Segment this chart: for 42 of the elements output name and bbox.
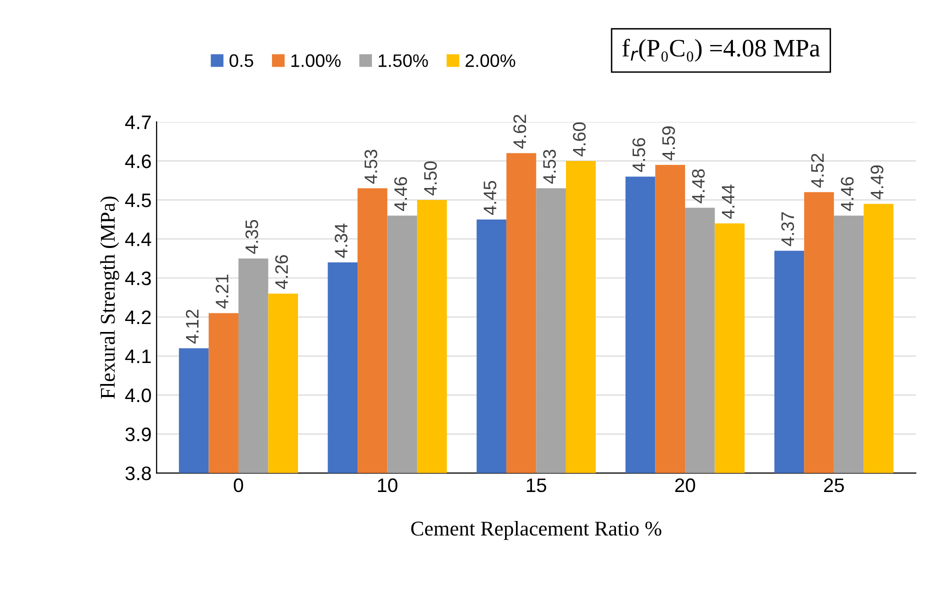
x-tick-label: 20 xyxy=(675,478,696,492)
y-tick-label: 4.2 xyxy=(125,310,151,324)
x-axis-title: Cement Replacement Ratio % xyxy=(411,521,662,540)
x-tick-label: 0 xyxy=(234,478,244,492)
data-label: 4.59 xyxy=(662,126,676,160)
text: f$_{r}$(P₀C₀) =4.08 MPa xyxy=(622,38,820,62)
legend-label: 1.50% xyxy=(378,54,428,68)
y-tick-label: 4.7 xyxy=(125,116,151,130)
data-label: 4.35 xyxy=(245,220,258,254)
legend-label: 0.5 xyxy=(230,54,254,68)
data-label: 4.60 xyxy=(572,122,586,156)
y-tick-label: 3.9 xyxy=(125,427,151,442)
data-label: 4.48 xyxy=(692,169,705,204)
y-axis-title: Flexural Strength (MPa) xyxy=(100,196,120,399)
data-label: 4.46 xyxy=(394,177,408,212)
data-label: 4.12 xyxy=(186,310,198,344)
legend-label: 2.00% xyxy=(466,54,516,68)
y-tick-label: 4.6 xyxy=(125,154,151,168)
x-tick-label: 10 xyxy=(378,478,398,492)
data-label: 4.46 xyxy=(840,177,854,212)
data-label: 4.37 xyxy=(781,212,794,246)
data-label: 4.26 xyxy=(275,255,288,290)
y-tick-label: 4.3 xyxy=(125,271,151,286)
data-label: 4.62 xyxy=(513,114,526,149)
y-tick-label: 4.5 xyxy=(125,194,151,208)
y-tick-label: 3.8 xyxy=(125,466,151,480)
data-label: 4.53 xyxy=(543,150,556,184)
data-label: 4.45 xyxy=(484,180,496,215)
y-tick-label: 4.0 xyxy=(125,388,151,402)
x-tick-label: 15 xyxy=(526,478,546,492)
y-tick-label: 4.4 xyxy=(125,232,152,246)
data-label: 4.44 xyxy=(722,184,734,219)
data-label: 4.34 xyxy=(334,224,348,258)
data-label: 4.49 xyxy=(870,165,884,200)
legend-label: 1.00% xyxy=(291,54,341,68)
data-label: 4.52 xyxy=(811,154,824,188)
data-label: 4.21 xyxy=(216,274,228,309)
data-label: 4.50 xyxy=(424,161,437,196)
data-label: 4.53 xyxy=(364,150,378,184)
data-label: 4.56 xyxy=(632,138,646,172)
y-tick-label: 4.1 xyxy=(125,350,151,364)
x-tick-label: 25 xyxy=(824,478,844,492)
